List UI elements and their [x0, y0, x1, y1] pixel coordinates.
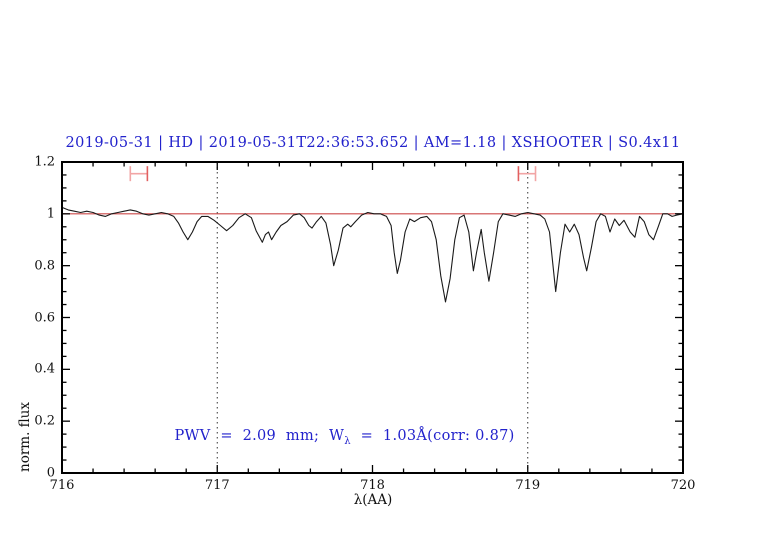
x-tick-label: 718: [360, 478, 385, 493]
y-tick-label: 0.4: [34, 361, 55, 377]
y-tick-label: 1.2: [34, 154, 55, 170]
spectrum-line: [61, 206, 684, 303]
x-tick-label: 719: [515, 478, 541, 493]
x-axis-label: λ(AA): [353, 492, 393, 508]
y-tick-label: 0.6: [34, 310, 55, 325]
y-tick-label: 0.2: [34, 413, 55, 429]
y-axis-label: norm. flux: [17, 402, 33, 472]
pwv-annotation-pre: PWV = 2.09 mm; W: [174, 428, 345, 444]
spectrum-plot-canvas: [61, 161, 684, 474]
pwv-annotation: PWV = 2.09 mm; Wλ = 1.03Å(corr: 0.87): [145, 412, 515, 460]
y-tick-label: 0.8: [34, 258, 55, 274]
y-tick-label: 0: [46, 465, 55, 481]
y-tick-label: 1: [46, 206, 55, 222]
plot-title: 2019-05-31 | HD | 2019-05-31T22:36:53.65…: [65, 135, 681, 151]
x-tick-label: 716: [49, 478, 75, 493]
x-tick-label: 720: [670, 478, 696, 493]
x-tick-label: 717: [204, 478, 230, 493]
pwv-annotation-post: = 1.03Å(corr: 0.87): [350, 428, 515, 444]
pwv-annotation-lambda-subscript: λ: [344, 435, 351, 447]
plot-area: norm. flux PWV = 2.09 mm; Wλ = 1.03Å(cor…: [17, 161, 684, 474]
